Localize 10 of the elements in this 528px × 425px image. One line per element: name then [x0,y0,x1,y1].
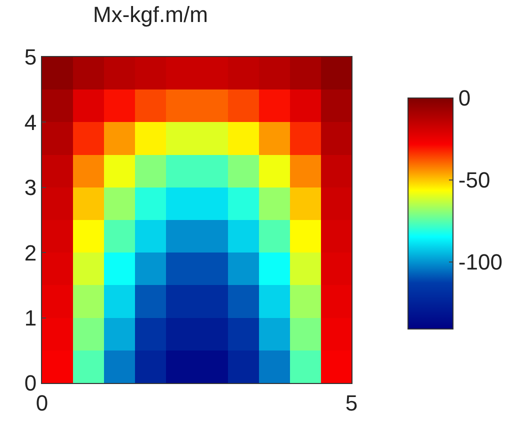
y-tick-label: 4 [24,110,37,135]
y-tick-label: 1 [24,306,37,330]
y-tick-label: 2 [24,240,37,266]
y-tick-label: 0 [24,370,37,396]
y-tick-label: 3 [24,175,37,200]
color-bar-label: 0 [458,86,471,111]
y-tick-label: 5 [24,44,37,70]
chart-title: Mx-kgf.m/m [93,2,208,27]
color-bar-label: -100 [458,250,502,275]
color-bar-label: -50 [458,168,490,193]
